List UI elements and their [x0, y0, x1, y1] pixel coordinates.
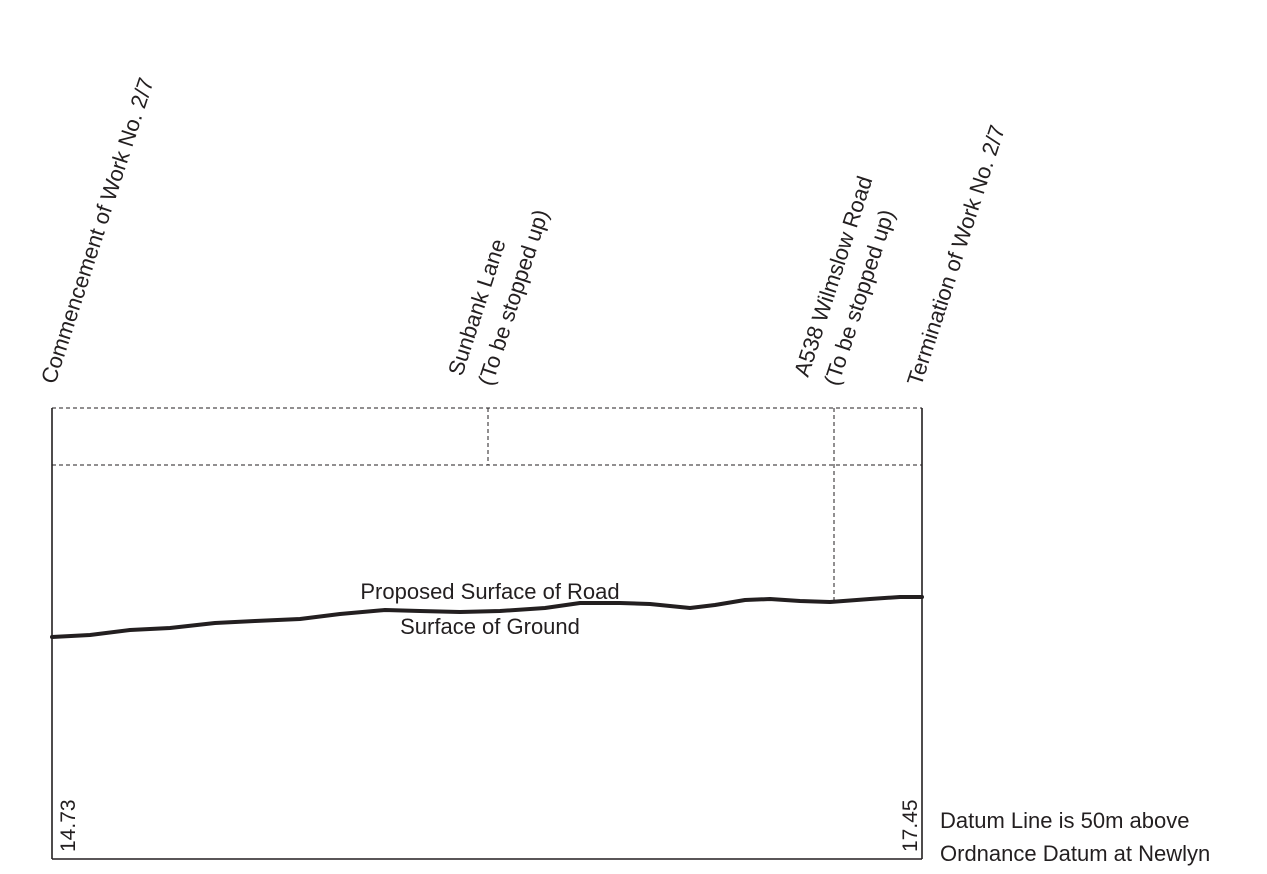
start-level-value: 14.73	[57, 799, 80, 852]
datum-note-line2: Ordnance Datum at Newlyn	[940, 841, 1210, 866]
end-level-value: 17.45	[899, 799, 922, 852]
datum-note-line1: Datum Line is 50m above	[940, 808, 1189, 833]
ground-profile-line	[50, 595, 924, 639]
termination-label: Termination of Work No. 2/7	[902, 122, 1010, 389]
commencement-label: Commencement of Work No. 2/7	[36, 75, 159, 387]
ground-surface-label: Surface of Ground	[400, 614, 580, 639]
proposed-surface-label: Proposed Surface of Road	[360, 579, 619, 604]
